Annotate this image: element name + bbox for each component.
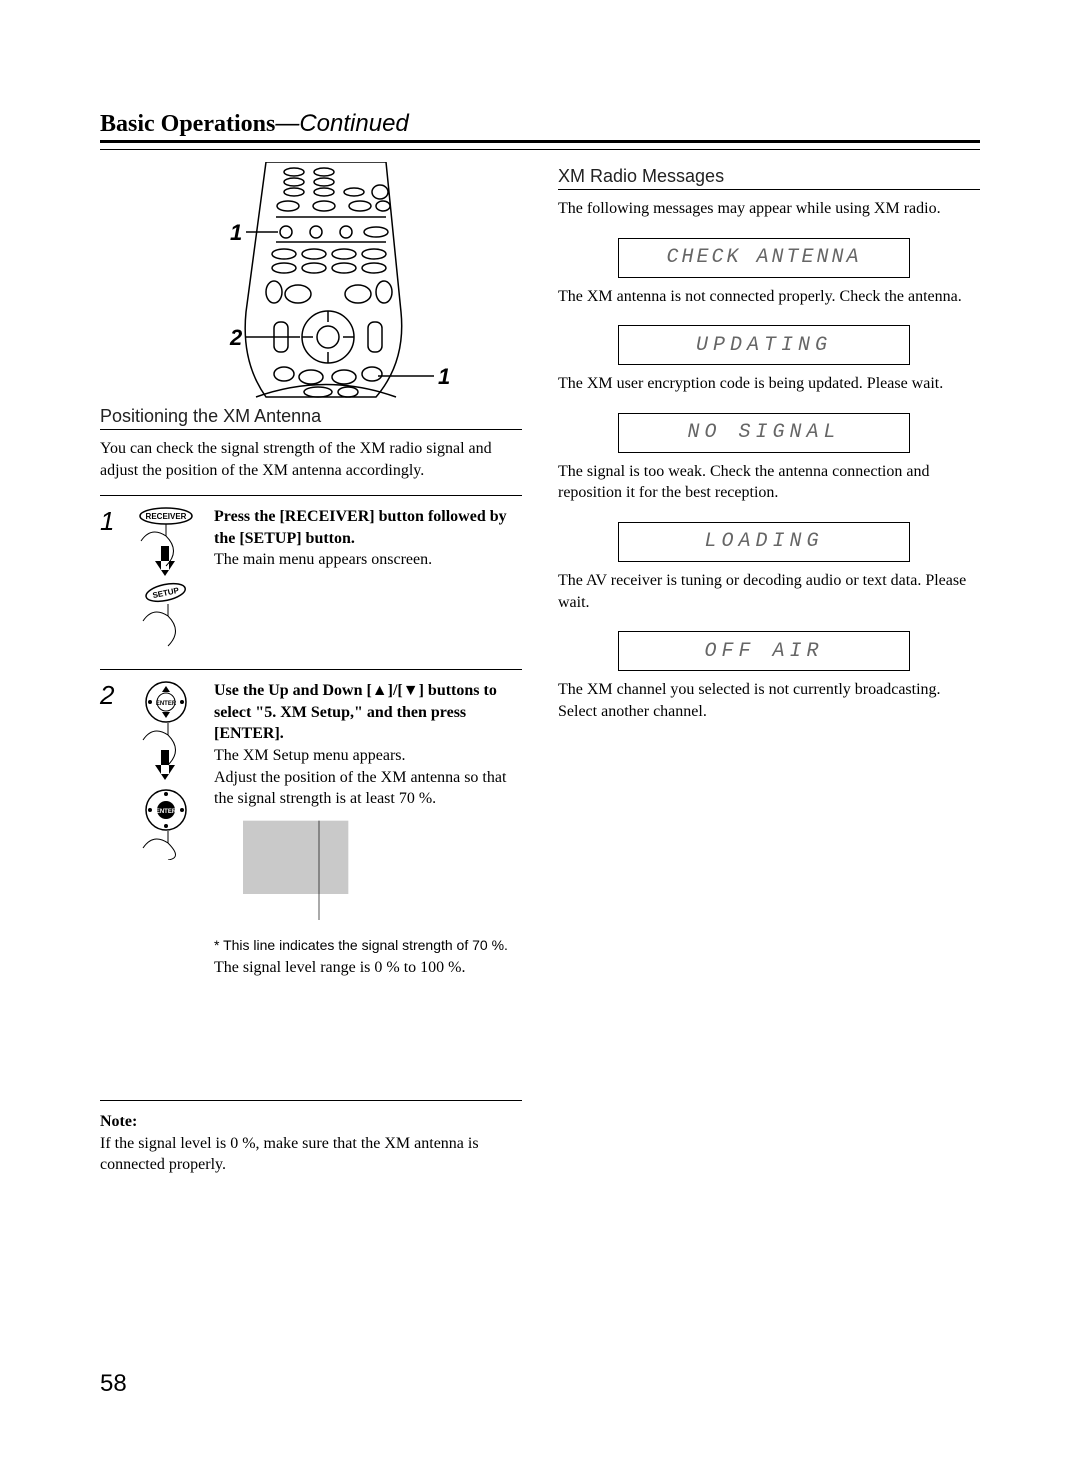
step-1-body: The main menu appears onscreen. [214,551,432,568]
signal-range: The signal level range is 0 % to 100 %. [214,957,522,979]
remote-callout-2: 2 [229,325,243,350]
desc-updating: The XM user encryption code is being upd… [558,373,980,395]
step-2-body1: The XM Setup menu appears. [214,747,406,764]
signal-footnote: * This line indicates the signal strengt… [214,936,522,955]
header-rule [100,149,980,150]
signal-diagram [214,820,404,920]
step-end-rule [100,1100,522,1101]
message-block-0: CHECK ANTENNA The XM antenna is not conn… [558,238,980,308]
display-off-air: OFF AIR [618,631,910,671]
step-1-row: 1 RECEIVER SETUP [100,495,522,661]
right-section-heading: XM Radio Messages [558,166,980,190]
message-block-2: NO SIGNAL The signal is too weak. Check … [558,413,980,504]
remote-callout-1: 1 [230,220,242,245]
left-section-heading: Positioning the XM Antenna [100,406,522,430]
message-block-4: OFF AIR The XM channel you selected is n… [558,631,980,722]
desc-no-signal: The signal is too weak. Check the antenn… [558,461,980,504]
svg-text:ENTER: ENTER [156,701,177,707]
page-title: Basic Operations—Continued [100,110,980,143]
title-continued: —Continued [275,110,408,137]
step-1-content: Press the [RECEIVER] button followed by … [214,506,522,661]
desc-check-antenna: The XM antenna is not connected properly… [558,286,980,308]
svg-text:ENTER: ENTER [156,809,177,815]
step-1-icons: RECEIVER SETUP [130,506,202,661]
message-block-3: LOADING The AV receiver is tuning or dec… [558,522,980,613]
remote-illustration: 1 2 1 [146,162,476,402]
step-1-bold: Press the [RECEIVER] button followed by … [214,508,507,547]
two-column-layout: 1 2 1 Positioning the XM Antenna You can… [100,162,980,1190]
step-2-row: 2 ENTER ENTER [100,669,522,1100]
step-2-body2: Adjust the position of the XM antenna so… [214,769,506,808]
note-block: Note: If the signal level is 0 %, make s… [100,1111,522,1176]
desc-loading: The AV receiver is tuning or decoding au… [558,570,980,613]
right-column: XM Radio Messages The following messages… [558,162,980,1190]
display-updating: UPDATING [618,325,910,365]
remote-callout-3: 1 [438,364,450,389]
message-block-1: UPDATING The XM user encryption code is … [558,325,980,395]
title-text: Basic Operations [100,111,275,137]
page-number: 58 [100,1370,127,1398]
step-2-icons: ENTER ENTER [130,680,202,1100]
step-2-content: Use the Up and Down [▲]/[▼] buttons to s… [214,680,522,1100]
display-no-signal: NO SIGNAL [618,413,910,453]
note-heading: Note: [100,1113,137,1130]
step-2-bold: Use the Up and Down [▲]/[▼] buttons to s… [214,682,497,742]
desc-off-air: The XM channel you selected is not curre… [558,679,980,722]
step-2-number: 2 [100,680,118,1100]
step-1-number: 1 [100,506,118,661]
display-loading: LOADING [618,522,910,562]
left-intro: You can check the signal strength of the… [100,438,522,481]
right-intro: The following messages may appear while … [558,198,980,220]
svg-text:RECEIVER: RECEIVER [146,512,187,521]
note-body: If the signal level is 0 %, make sure th… [100,1135,479,1174]
document-page: Basic Operations—Continued [0,0,1080,1468]
left-column: 1 2 1 Positioning the XM Antenna You can… [100,162,522,1190]
display-check-antenna: CHECK ANTENNA [618,238,910,278]
